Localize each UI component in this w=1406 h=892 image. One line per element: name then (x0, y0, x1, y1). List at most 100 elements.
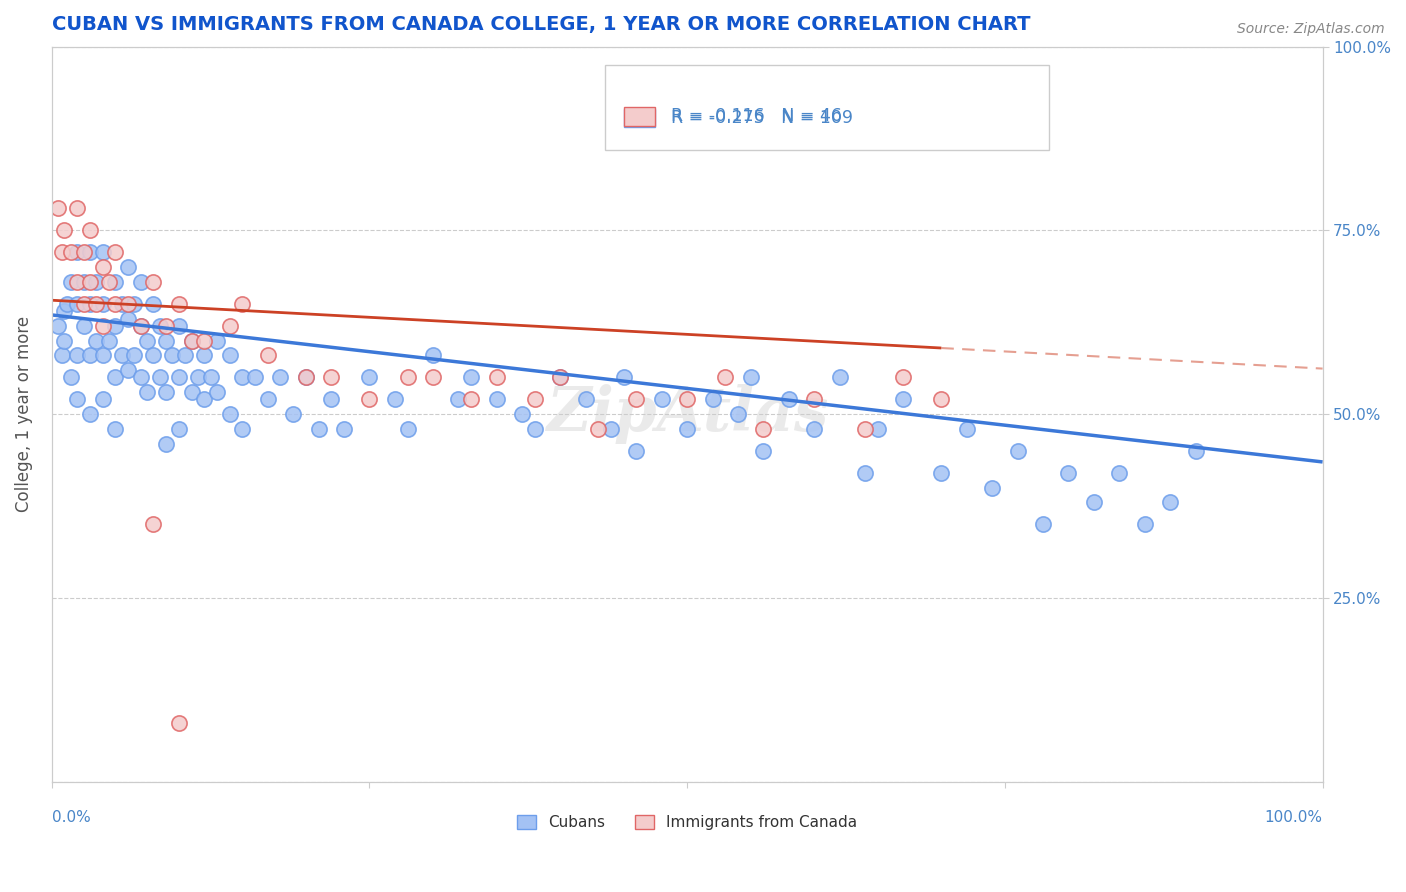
Point (149, 370, 172, 384)
Point (59, 370, 82, 384)
Point (321, 392, 343, 407)
Point (129, 318, 152, 333)
FancyBboxPatch shape (624, 107, 655, 126)
Point (891, 392, 914, 407)
Point (111, 348, 134, 362)
Point (117, 260, 139, 275)
Point (586, 422, 609, 436)
Point (91, 318, 114, 333)
Point (66, 245, 89, 260)
Point (136, 385, 159, 400)
Point (853, 422, 876, 436)
Point (79, 297, 101, 311)
Text: CUBAN VS IMMIGRANTS FROM CANADA COLLEGE, 1 YEAR OR MORE CORRELATION CHART: CUBAN VS IMMIGRANTS FROM CANADA COLLEGE,… (52, 15, 1031, 34)
Point (51, 245, 73, 260)
Point (187, 370, 209, 384)
Point (333, 422, 356, 436)
Point (866, 422, 889, 436)
Point (853, 466, 876, 480)
Point (359, 370, 381, 384)
Text: ZipAtlas: ZipAtlas (546, 384, 828, 444)
Point (79, 407, 101, 421)
Point (72, 245, 94, 260)
Point (485, 370, 508, 384)
Point (104, 422, 127, 436)
Point (740, 370, 762, 384)
Point (752, 422, 775, 436)
Point (72, 275, 94, 289)
Point (174, 348, 197, 362)
Point (180, 385, 202, 400)
Point (84, 275, 107, 289)
Point (91, 297, 114, 311)
Point (91, 348, 114, 362)
Point (180, 334, 202, 348)
Point (447, 392, 470, 407)
FancyBboxPatch shape (605, 65, 1049, 150)
Point (142, 348, 165, 362)
Legend: Cubans, Immigrants from Canada: Cubans, Immigrants from Canada (512, 809, 863, 837)
Point (752, 444, 775, 458)
Point (460, 370, 482, 384)
Point (283, 407, 305, 421)
Point (714, 370, 737, 384)
Point (308, 422, 330, 436)
Point (460, 392, 482, 407)
Point (548, 370, 571, 384)
Point (59, 245, 82, 260)
Point (129, 275, 152, 289)
Point (1108, 466, 1130, 480)
Point (1184, 444, 1206, 458)
Point (155, 318, 177, 333)
Point (702, 392, 724, 407)
Point (485, 392, 508, 407)
Point (523, 392, 546, 407)
Point (97, 334, 120, 348)
Point (1133, 517, 1156, 532)
Text: 100.0%: 100.0% (1264, 810, 1323, 825)
Point (295, 370, 318, 384)
Y-axis label: College, 1 year or more: College, 1 year or more (15, 316, 32, 512)
Point (79, 348, 101, 362)
Point (142, 275, 165, 289)
Point (91, 260, 114, 275)
Point (803, 392, 825, 407)
Point (142, 517, 165, 532)
Point (104, 245, 127, 260)
Point (155, 436, 177, 450)
Point (91, 245, 114, 260)
Point (84, 297, 107, 311)
Point (891, 370, 914, 384)
Point (1007, 444, 1029, 458)
Point (359, 392, 381, 407)
Point (218, 318, 240, 333)
Point (155, 385, 177, 400)
Point (256, 392, 278, 407)
Point (66, 275, 89, 289)
Point (510, 407, 533, 421)
Point (600, 422, 623, 436)
Point (956, 422, 979, 436)
Point (72, 318, 94, 333)
Point (117, 363, 139, 377)
FancyBboxPatch shape (624, 109, 655, 128)
Point (136, 334, 159, 348)
Point (167, 370, 190, 384)
Point (84, 334, 107, 348)
Point (46, 318, 69, 333)
Point (129, 370, 152, 384)
Point (149, 318, 172, 333)
Point (104, 275, 127, 289)
Point (613, 370, 636, 384)
Point (931, 466, 953, 480)
Point (59, 275, 82, 289)
Point (66, 202, 89, 216)
Point (574, 392, 596, 407)
Point (396, 370, 419, 384)
Point (79, 275, 101, 289)
Point (803, 422, 825, 436)
Point (205, 385, 228, 400)
Point (167, 715, 190, 730)
Point (193, 348, 215, 362)
Point (1159, 495, 1181, 509)
